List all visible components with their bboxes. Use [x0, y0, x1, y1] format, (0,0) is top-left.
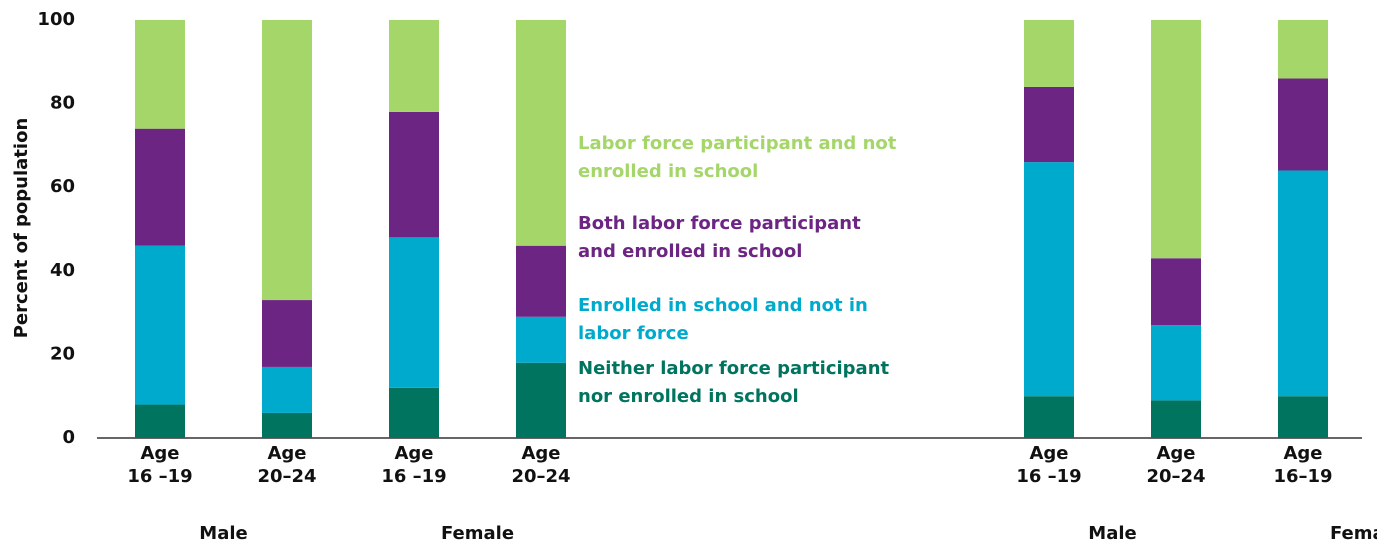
bar-segment: [1151, 400, 1201, 438]
group-label: Female: [440, 523, 515, 544]
bar-segment: [389, 20, 439, 112]
x-tick-label: Age 20–24: [257, 443, 317, 487]
bar-segment: [1024, 396, 1074, 438]
bar-segment: [1278, 396, 1328, 438]
bar-segment: [262, 412, 312, 438]
bar-segment: [1151, 258, 1201, 326]
y-axis-title: Percent of population: [11, 118, 32, 339]
bar-segment: [1151, 20, 1201, 259]
bar-segment: [1151, 325, 1201, 401]
y-tick-label: 20: [50, 343, 75, 364]
bar-segment: [516, 20, 566, 246]
bar-segment: [135, 404, 185, 438]
bar-segment: [389, 111, 439, 238]
y-tick-label: 0: [62, 427, 75, 448]
bar-segment: [1024, 20, 1074, 87]
y-tick-label: 80: [50, 93, 75, 114]
x-tick-label: Age 20–24: [1146, 443, 1206, 487]
group-label: Male: [1088, 523, 1137, 544]
x-tick-label: Age 20–24: [511, 443, 571, 487]
bar-segment: [262, 366, 312, 413]
bar-segment: [516, 362, 566, 438]
legend-label: Both labor force participant and enrolle…: [578, 213, 861, 262]
bar-segment: [1278, 20, 1328, 79]
x-tick-label: Age 16 –19: [127, 443, 193, 487]
bar-segment: [262, 300, 312, 367]
group-label: Female: [1329, 523, 1377, 544]
bar-segment: [516, 245, 566, 317]
x-tick-label: Age 16 –19: [381, 443, 447, 487]
bar-segment: [389, 387, 439, 438]
bar-segment: [389, 237, 439, 388]
legend-label: Labor force participant and not enrolled…: [578, 133, 897, 182]
x-tick-label: Age 16–19: [1273, 443, 1333, 487]
bar-segment: [516, 316, 566, 363]
bar-segment: [135, 20, 185, 129]
bar-segment: [1024, 86, 1074, 163]
bar-segment: [262, 20, 312, 301]
bar-segment: [1278, 78, 1328, 171]
bar-segment: [135, 128, 185, 246]
bar-segment: [1024, 162, 1074, 397]
group-label: Male: [199, 523, 248, 544]
x-tick-label: Age 16 –19: [1016, 443, 1082, 487]
legend-label: Enrolled in school and not in labor forc…: [578, 295, 868, 344]
bar-segment: [135, 245, 185, 405]
y-tick-label: 40: [50, 260, 75, 281]
bar-segment: [1278, 170, 1328, 397]
legend-label: Neither labor force participant nor enro…: [578, 358, 890, 407]
y-tick-label: 60: [50, 176, 75, 197]
y-tick-label: 100: [37, 9, 75, 30]
